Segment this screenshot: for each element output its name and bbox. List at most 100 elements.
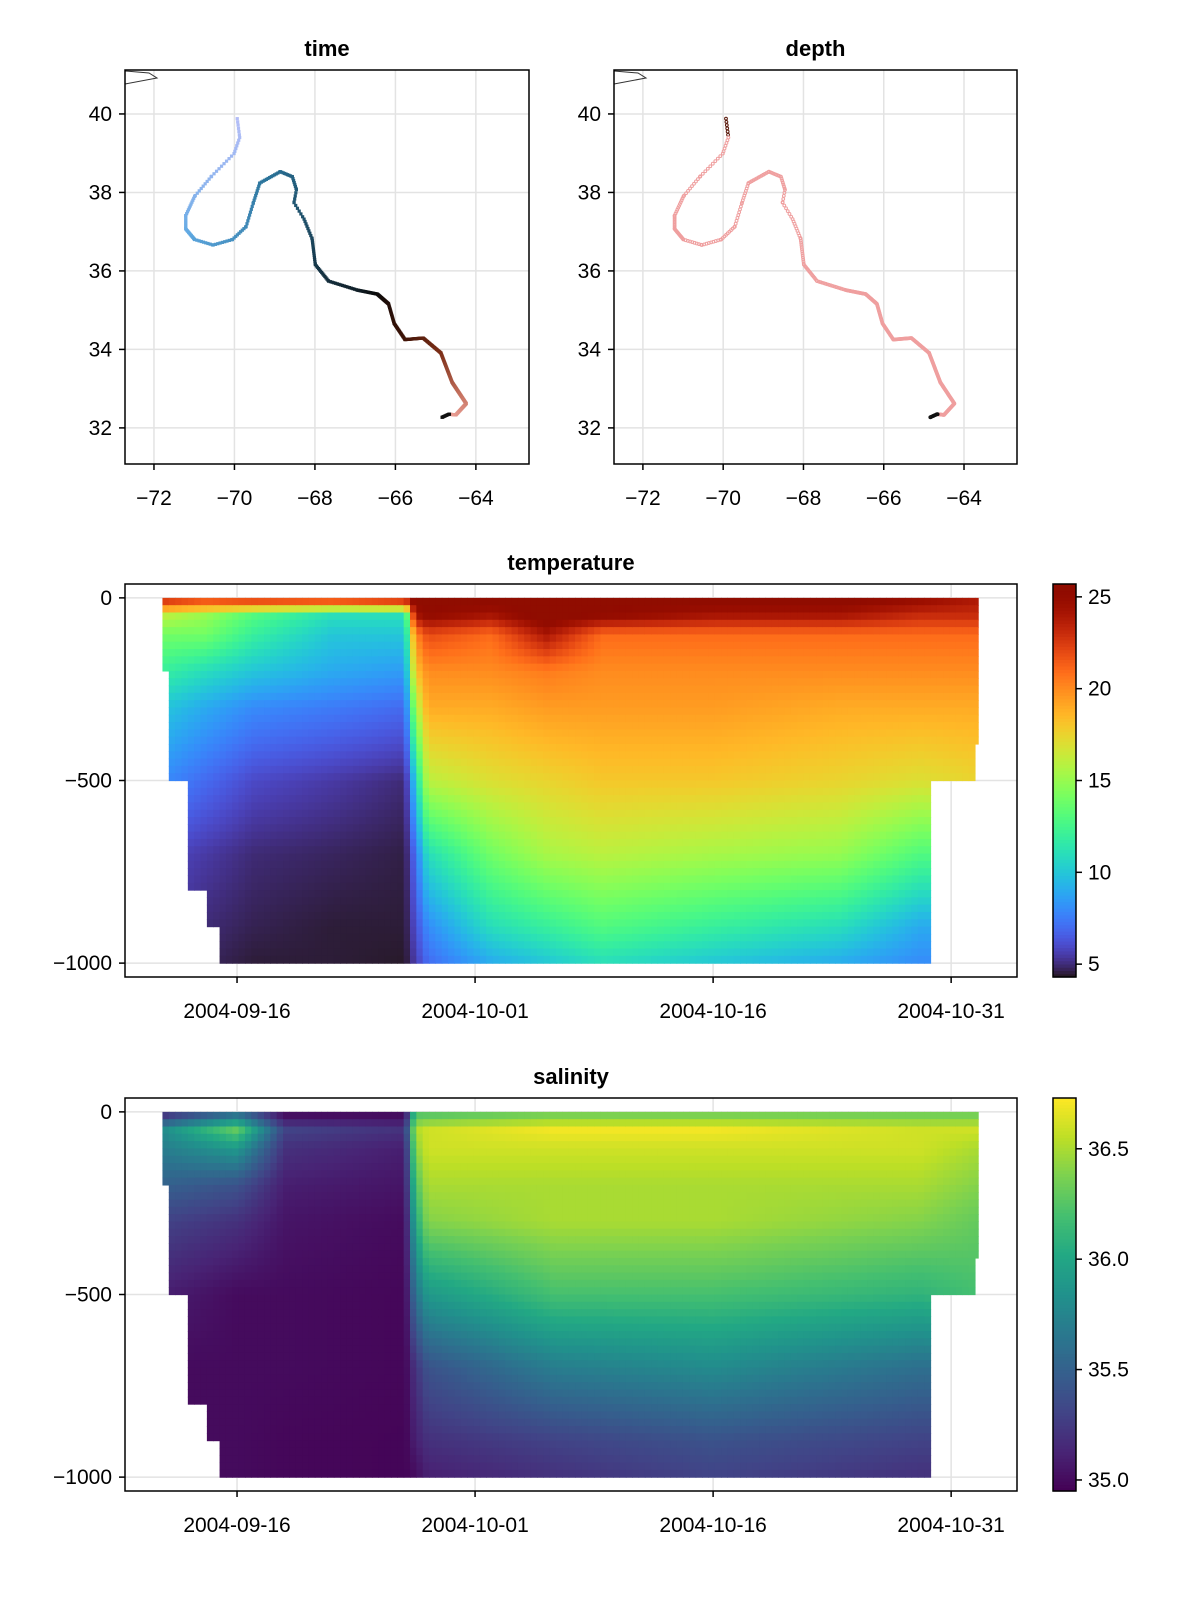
heatmap-cell [657,868,665,877]
heatmap-cell [587,736,595,745]
heatmap-cell [619,692,627,701]
heatmap-cell [327,890,335,898]
track-point [328,280,332,284]
heatmap-cell [308,714,316,723]
heatmap-cell [613,736,621,745]
heatmap-cell [473,941,481,950]
heatmap-cell [448,678,456,687]
heatmap-cell [346,649,354,657]
heatmap-cell [486,817,494,825]
track-point [239,230,243,234]
heatmap-cell [321,890,329,898]
heatmap-cell [283,860,291,869]
heatmap-cell [422,919,430,928]
heatmap-cell [492,926,500,935]
heatmap-cell [232,926,240,935]
heatmap-cell [384,663,392,672]
heatmap-cell [473,875,481,884]
heatmap-cell [403,700,411,709]
heatmap-cell [663,897,671,906]
heatmap-cell [378,722,386,730]
heatmap-cell [403,656,411,665]
heatmap-cell [365,597,373,606]
heatmap-cell [225,773,233,782]
heatmap-cell [600,875,608,884]
heatmap-cell [403,605,411,614]
heatmap-cell [594,678,602,687]
heatmap-cell [397,948,405,957]
heatmap-cell [181,685,189,694]
heatmap-cell [473,656,481,665]
heatmap-cell [600,919,608,928]
track-point [297,209,301,213]
heatmap-cell [594,787,602,796]
heatmap-cell [682,765,690,774]
heatmap-cell [232,795,240,804]
heatmap-cell [244,656,252,665]
heatmap-cell [378,736,386,745]
heatmap-cell [295,809,303,818]
heatmap-cell [562,597,570,606]
heatmap-cell [283,685,291,694]
heatmap-cell [314,904,322,913]
heatmap-cell [422,875,430,884]
heatmap-cell [187,817,195,825]
heatmap-cell [676,897,684,906]
heatmap-cell [429,787,436,796]
heatmap-cell [505,649,513,657]
heatmap-cell [422,795,430,804]
heatmap-cell [524,656,532,665]
heatmap-cell [181,692,189,701]
heatmap-cell [625,670,633,679]
heatmap-cell [625,860,633,869]
heatmap-cell [251,649,259,657]
heatmap-cell [390,824,398,833]
heatmap-cell [505,853,513,862]
heatmap-cell [321,751,329,760]
track-point [292,201,296,205]
heatmap-cell [238,787,246,796]
heatmap-cell [352,868,360,877]
heatmap-cell [638,663,646,672]
heatmap-cell [244,897,252,906]
heatmap-cell [308,868,316,877]
heatmap-cell [517,663,525,672]
heatmap-cell [498,890,506,898]
heatmap-cell [454,904,462,913]
heatmap-cell [321,722,329,730]
heatmap-cell [225,875,233,884]
heatmap-cell [657,736,665,745]
heatmap-cell [479,670,487,679]
track-point [312,249,316,253]
heatmap-cell [187,692,195,701]
heatmap-cell [676,780,684,789]
heatmap-cell [378,634,386,643]
heatmap-cell [613,758,621,767]
heatmap-cell [441,882,449,891]
heatmap-cell [308,663,316,672]
heatmap-cell [467,729,475,738]
heatmap-cell [238,831,246,840]
heatmap-cell [606,868,614,877]
heatmap-cell [276,780,284,789]
heatmap-cell [549,802,557,811]
heatmap-cell [206,765,214,774]
heatmap-cell [410,700,417,709]
heatmap-cell [568,685,576,694]
heatmap-cell [352,875,360,884]
heatmap-cell [632,831,640,840]
heatmap-cell [676,743,684,752]
heatmap-cell [321,911,329,920]
heatmap-cell [682,722,690,730]
heatmap-cell [295,875,303,884]
heatmap-cell [187,802,195,811]
heatmap-cell [638,773,646,782]
heatmap-cell [340,853,348,862]
heatmap-cell [410,612,417,621]
heatmap-cell [562,787,570,796]
track-point [191,198,195,202]
heatmap-cell [225,743,233,752]
track-point [782,203,787,208]
heatmap-cell [194,882,202,891]
heatmap-cell [410,890,417,898]
